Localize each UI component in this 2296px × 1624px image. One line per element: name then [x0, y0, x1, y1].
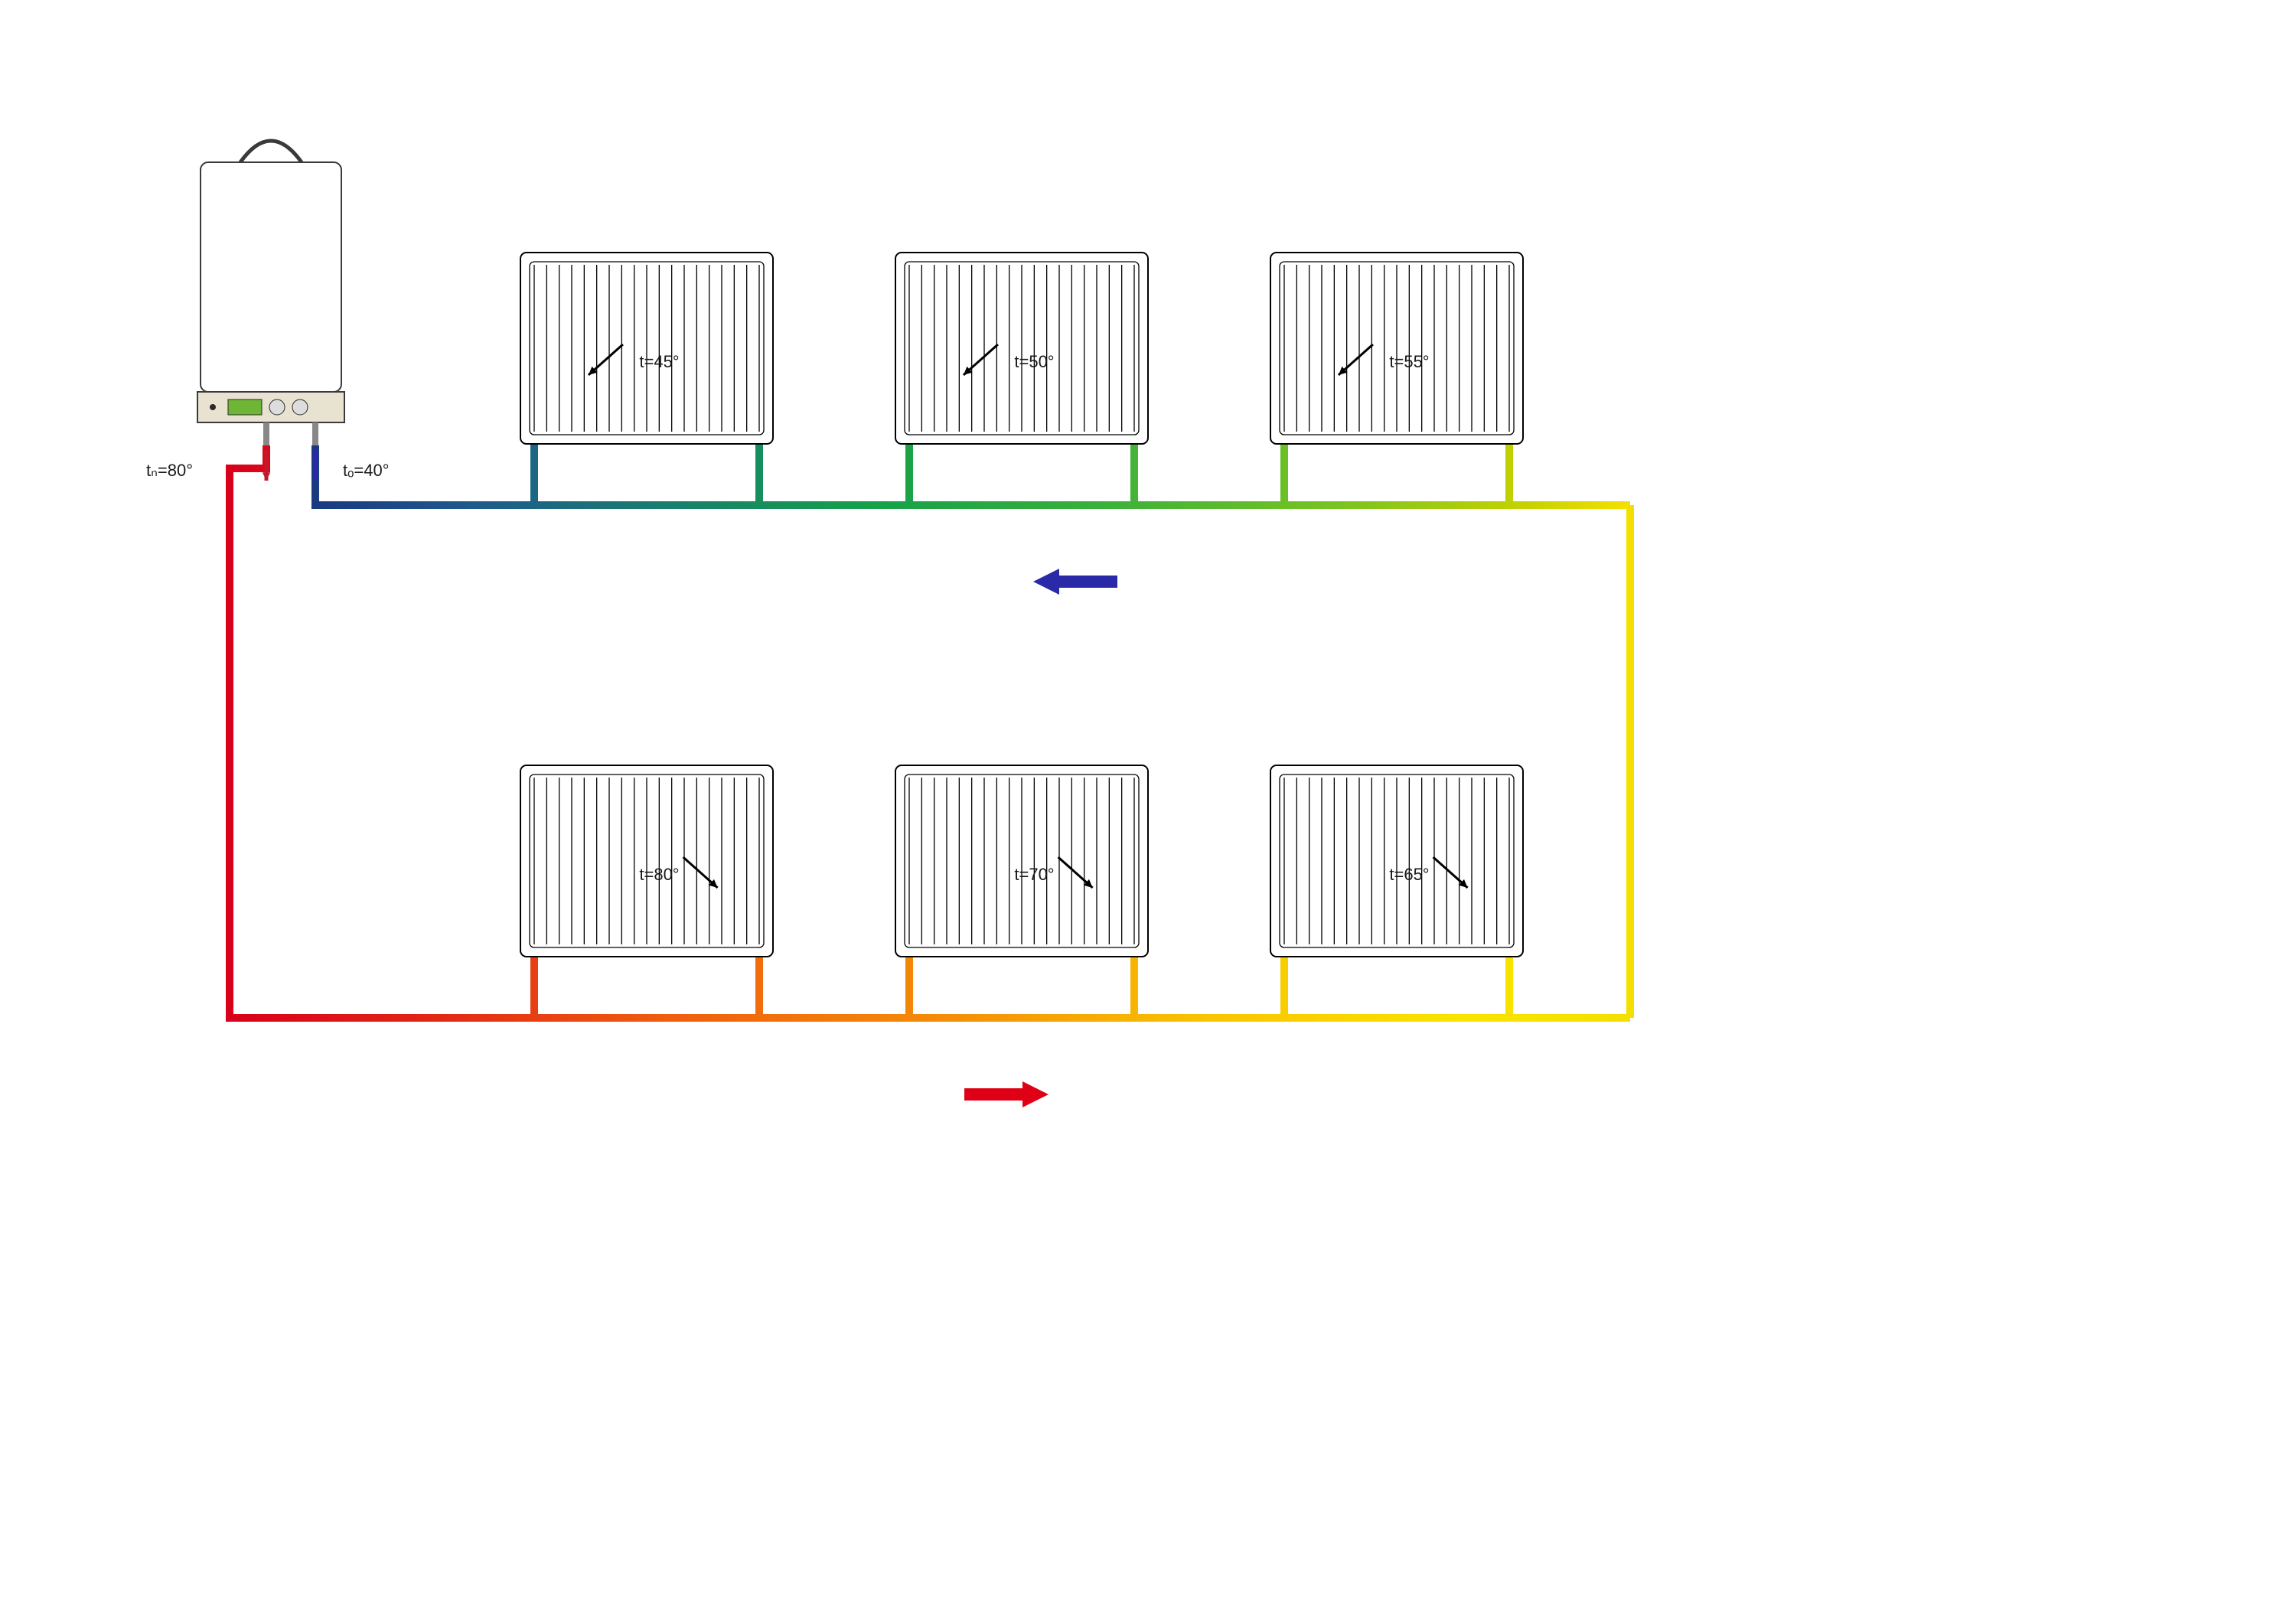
- radiator-bottom-1: t=70°: [895, 765, 1148, 957]
- radiator-label: t=50°: [1014, 352, 1054, 371]
- radiator-bottom-0: t=80°: [520, 765, 773, 957]
- return-temp-label: tₒ=40°: [343, 461, 390, 480]
- heating-diagram: t=45° t=50° t=55° t=80° t=70° t=65° tₙ=80° tₒ=…: [0, 0, 2296, 1624]
- radiator-top-2: t=55°: [1270, 253, 1523, 444]
- radiator-label: t=80°: [639, 865, 679, 884]
- radiator-label: t=55°: [1389, 352, 1429, 371]
- radiator-bottom-2: t=65°: [1270, 765, 1523, 957]
- return-pipe-main: [315, 445, 1630, 505]
- radiator-label: t=70°: [1014, 865, 1054, 884]
- radiator-top-0: t=45°: [520, 253, 773, 444]
- flow-arrow-supply: [964, 1081, 1049, 1107]
- radiator-label: t=65°: [1389, 865, 1429, 884]
- flow-arrow-return: [1033, 569, 1117, 595]
- supply-temp-label: tₙ=80°: [146, 461, 193, 480]
- boiler: [197, 141, 344, 481]
- radiator-label: t=45°: [639, 352, 679, 371]
- radiator-top-1: t=50°: [895, 253, 1148, 444]
